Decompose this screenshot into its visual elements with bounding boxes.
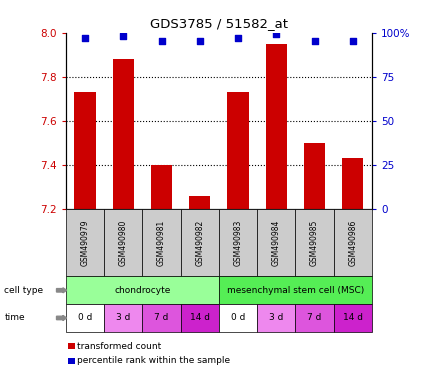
Text: GSM490985: GSM490985 (310, 220, 319, 266)
Text: GSM490981: GSM490981 (157, 220, 166, 266)
Text: transformed count: transformed count (77, 342, 162, 351)
Text: 3 d: 3 d (116, 313, 130, 323)
Point (120, 33, 127, 39)
Text: mesenchymal stem cell (MSC): mesenchymal stem cell (MSC) (227, 286, 364, 295)
Text: 14 d: 14 d (343, 313, 363, 323)
Title: GDS3785 / 51582_at: GDS3785 / 51582_at (150, 17, 288, 30)
Text: GSM490979: GSM490979 (80, 220, 90, 266)
Text: GSM490983: GSM490983 (233, 220, 243, 266)
Text: 14 d: 14 d (190, 313, 210, 323)
Bar (266, 44, 287, 209)
Text: 7 d: 7 d (154, 313, 169, 323)
Text: 3 d: 3 d (269, 313, 283, 323)
Text: GSM490984: GSM490984 (272, 220, 281, 266)
Text: 7 d: 7 d (307, 313, 322, 323)
Point (273, 31, 280, 38)
Bar (74, 92, 96, 209)
Bar (151, 165, 172, 209)
Bar (227, 92, 249, 209)
Text: GSM490980: GSM490980 (119, 220, 128, 266)
Text: cell type: cell type (4, 286, 43, 295)
Point (235, 35, 241, 41)
Text: percentile rank within the sample: percentile rank within the sample (77, 356, 230, 366)
Bar (113, 59, 134, 209)
Text: 0 d: 0 d (78, 313, 92, 323)
Point (349, 38, 356, 45)
Text: time: time (4, 313, 25, 323)
Point (196, 38, 203, 45)
Text: GSM490986: GSM490986 (348, 220, 357, 266)
Text: GSM490982: GSM490982 (195, 220, 204, 266)
Point (311, 38, 318, 45)
Text: chondrocyte: chondrocyte (114, 286, 170, 295)
Bar (342, 159, 363, 209)
Point (158, 38, 165, 45)
Text: 0 d: 0 d (231, 313, 245, 323)
Point (82, 35, 88, 41)
Bar (189, 196, 210, 209)
Bar (304, 143, 325, 209)
